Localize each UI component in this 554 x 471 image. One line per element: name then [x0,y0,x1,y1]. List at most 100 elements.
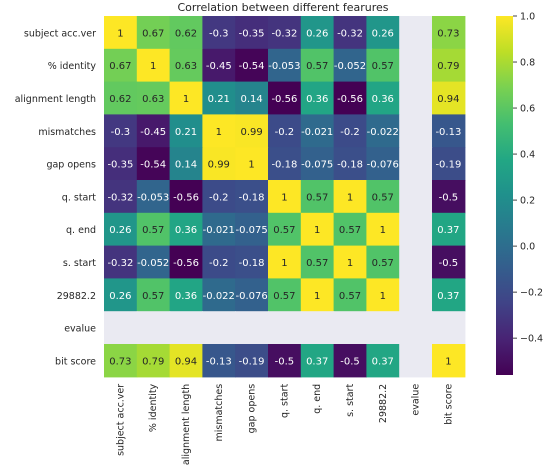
column-label: alignment length [181,384,192,465]
cell-value: 1 [445,356,451,367]
column-label: evalue [411,384,422,416]
cell-value: -0.13 [435,127,461,138]
heatmap-cell [300,245,335,279]
heatmap-cell [432,81,466,115]
cell-value: 1 [314,225,320,236]
heatmap-cell [268,245,302,279]
heatmap-cell [268,278,302,312]
row-label: evalue [64,324,96,335]
cell-value: 0.36 [306,94,328,105]
heatmap-cell [333,48,367,83]
heatmap-cell [169,311,203,345]
cell-value: 0.73 [109,356,131,367]
cell-value: -0.021 [301,127,333,138]
heatmap-cell [300,311,335,345]
heatmap-cell [432,48,466,83]
heatmap-cell [366,16,400,50]
cell-value: 0.26 [109,225,131,236]
cell-value: 0.99 [208,160,230,171]
heatmap-cell [169,180,203,214]
heatmap-cell [235,48,269,83]
heatmap-cell [399,278,433,312]
cell-value: -0.076 [367,160,399,171]
row-label: q. end [66,225,96,236]
cell-value: -0.2 [209,192,229,203]
column-label: q. end [312,384,323,414]
heatmap-cell [300,16,335,50]
heatmap-cell [432,16,466,50]
row-label: gap opens [46,160,96,171]
cell-value: -0.32 [337,28,363,39]
heatmap-cell [169,212,203,247]
cell-value: -0.076 [235,291,267,302]
heatmap-cell [432,344,466,378]
cell-value: 0.57 [273,225,295,236]
heatmap-cell [235,16,269,50]
heatmap-cell [202,48,236,83]
heatmap-cell [366,81,400,115]
cell-value: -0.56 [173,258,199,269]
cell-value: -0.5 [275,356,295,367]
heatmap-cell [104,245,138,279]
cell-value: 0.57 [306,192,328,203]
heatmap-cell [268,344,302,378]
heatmap-cell [300,48,335,83]
cell-value: -0.35 [107,160,133,171]
heatmap-cell [104,311,138,345]
heatmap-cell [432,114,466,148]
row-label: alignment length [15,94,96,105]
cell-value: -0.32 [107,192,133,203]
cell-value: 0.94 [175,356,197,367]
heatmap-cell [169,81,203,115]
heatmap-cell [333,147,367,181]
cell-value: -0.052 [137,258,169,269]
cell-value: 1 [183,94,189,105]
heatmap-cells [104,16,466,378]
cell-value: 0.57 [142,291,164,302]
heatmap-cell [169,245,203,279]
column-label: % identity [148,383,159,432]
heatmap-cell [104,278,138,312]
heatmap-cell [300,147,335,181]
heatmap-cell [366,48,400,83]
cell-value: 0.36 [175,291,197,302]
heatmap-cell [202,147,236,181]
cell-value: -0.56 [271,94,297,105]
heatmap-cell [104,212,138,247]
cell-value: 0.57 [306,258,328,269]
cell-value: -0.3 [209,28,229,39]
heatmap-cell [366,344,400,378]
cell-value: -0.5 [340,356,360,367]
heatmap-cell [104,48,138,83]
heatmap-cell [366,180,400,214]
cell-value: 1 [347,258,353,269]
cell-value: 0.37 [437,225,459,236]
heatmap-cell [432,212,466,247]
cell-value: -0.54 [140,160,166,171]
cell-value: 0.21 [175,127,197,138]
heatmap-cell [235,278,269,312]
colorbar-tick-label: 1.0 [520,12,535,23]
cell-value: 0.63 [175,61,197,72]
heatmap-cell [202,212,236,247]
heatmap-cell [202,180,236,214]
colorbar-tick-label: −0.2 [520,288,543,299]
cell-value: 0.26 [109,291,131,302]
heatmap-cell [268,180,302,214]
heatmap-cell [333,344,367,378]
cell-value: -0.021 [203,225,235,236]
column-label: s. start [345,384,356,417]
column-label: bit score [443,384,454,425]
cell-value: 0.37 [437,291,459,302]
cell-value: 0.57 [372,258,394,269]
cell-value: 1 [216,127,222,138]
heatmap-cell [202,81,236,115]
heatmap-cell [104,180,138,214]
heatmap-cell [268,16,302,50]
row-label: bit score [55,356,96,367]
heatmap-cell [235,311,269,345]
row-labels: subject acc.ver % identity alignment lengt… [15,28,97,367]
cell-value: 0.26 [372,28,394,39]
cell-value: 0.73 [437,28,459,39]
